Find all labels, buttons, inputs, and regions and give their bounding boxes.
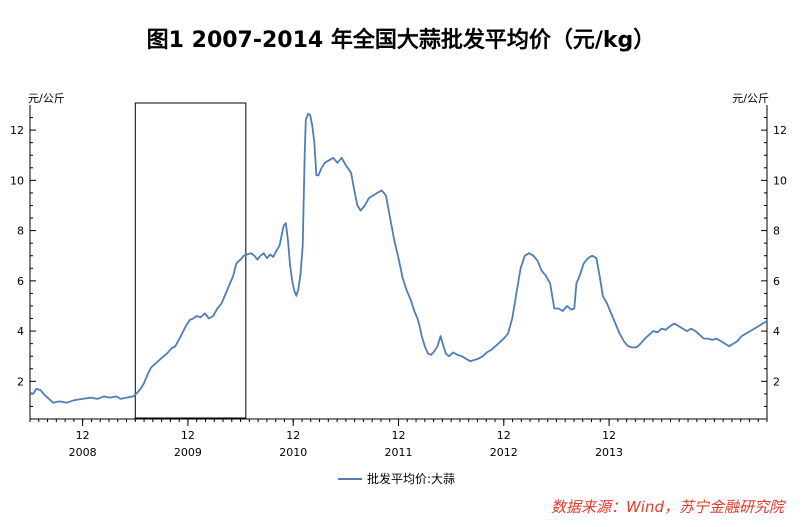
axes: 2 2 4 4 6 6 8 8 10 10 12 12 元/公斤 元/公斤 12 2008 12 2009 12 20… [10,92,787,459]
y-tick-label-right: 4 [773,325,780,338]
y-tick-label-right: 2 [773,375,780,388]
y-tick-label-right: 12 [773,124,787,137]
y-tick-label-left: 2 [17,375,24,388]
y-tick-label-left: 10 [10,174,24,187]
y-axis-right-unit: 元/公斤 [732,92,769,105]
highlight-rect [134,102,247,419]
highlight-box [134,102,247,419]
x-tick-label-month: 12 [76,429,90,442]
data-source-note: 数据来源：Wind，苏宁金融研究院 [550,498,784,516]
x-tick-label-year: 2011 [385,446,413,459]
y-tick-label-right: 8 [773,225,780,238]
chart-title: 图1 2007-2014 年全国大蒜批发平均价（元/kg） [146,28,656,53]
legend-label: 批发平均价:大蒜 [367,471,455,486]
y-axis-left-unit: 元/公斤 [28,92,65,105]
y-tick-label-left: 8 [17,225,24,238]
x-tick-label-year: 2009 [174,446,202,459]
y-tick-label-left: 12 [10,124,24,137]
x-tick-label-month: 12 [602,429,616,442]
y-tick-label-left: 4 [17,325,24,338]
y-tick-label-right: 6 [773,275,780,288]
x-tick-label-month: 12 [392,429,406,442]
x-tick-label-month: 12 [497,429,511,442]
x-tick-label-year: 2008 [69,446,97,459]
legend: 批发平均价:大蒜 [338,471,455,486]
x-tick-label-month: 12 [286,429,300,442]
series-line [29,112,768,404]
x-tick-label-year: 2012 [490,446,518,459]
x-tick-label-year: 2010 [279,446,307,459]
y-tick-label-left: 6 [17,275,24,288]
x-tick-label-year: 2013 [595,446,623,459]
series-layer [29,112,768,404]
y-tick-label-right: 10 [773,174,787,187]
x-tick-label-month: 12 [181,429,195,442]
